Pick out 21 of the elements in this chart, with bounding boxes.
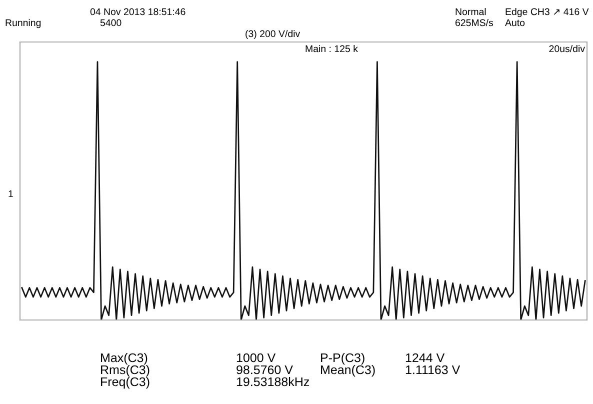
text: 1244 V	[406, 353, 445, 362]
text: 1000 V	[236, 353, 276, 362]
text: (3) 200 V/div	[246, 30, 300, 40]
text: Auto	[505, 19, 525, 26]
text: P-P(C3)	[321, 353, 364, 365]
text: Main : 125 k	[306, 45, 358, 52]
text: Freq(C3)	[101, 377, 150, 389]
text: 625MS/s	[455, 19, 494, 26]
text: Normal	[456, 8, 486, 16]
text: Rms(C3)	[101, 365, 150, 377]
text: 5400	[100, 19, 122, 26]
text: Mean(C3)	[321, 365, 375, 377]
text: 1.11163 V	[406, 365, 460, 374]
text: Running	[6, 19, 41, 28]
text: 1	[8, 190, 13, 198]
text: Max(C3)	[101, 353, 148, 365]
text: 04 Nov 2013 18:51:46	[90, 8, 186, 16]
text: 20us/div	[549, 45, 585, 52]
text: 19.53188kHz	[236, 377, 310, 386]
text: 98.5760 V	[236, 365, 293, 374]
text: Edge CH3 ↗ 416 V	[506, 8, 589, 18]
